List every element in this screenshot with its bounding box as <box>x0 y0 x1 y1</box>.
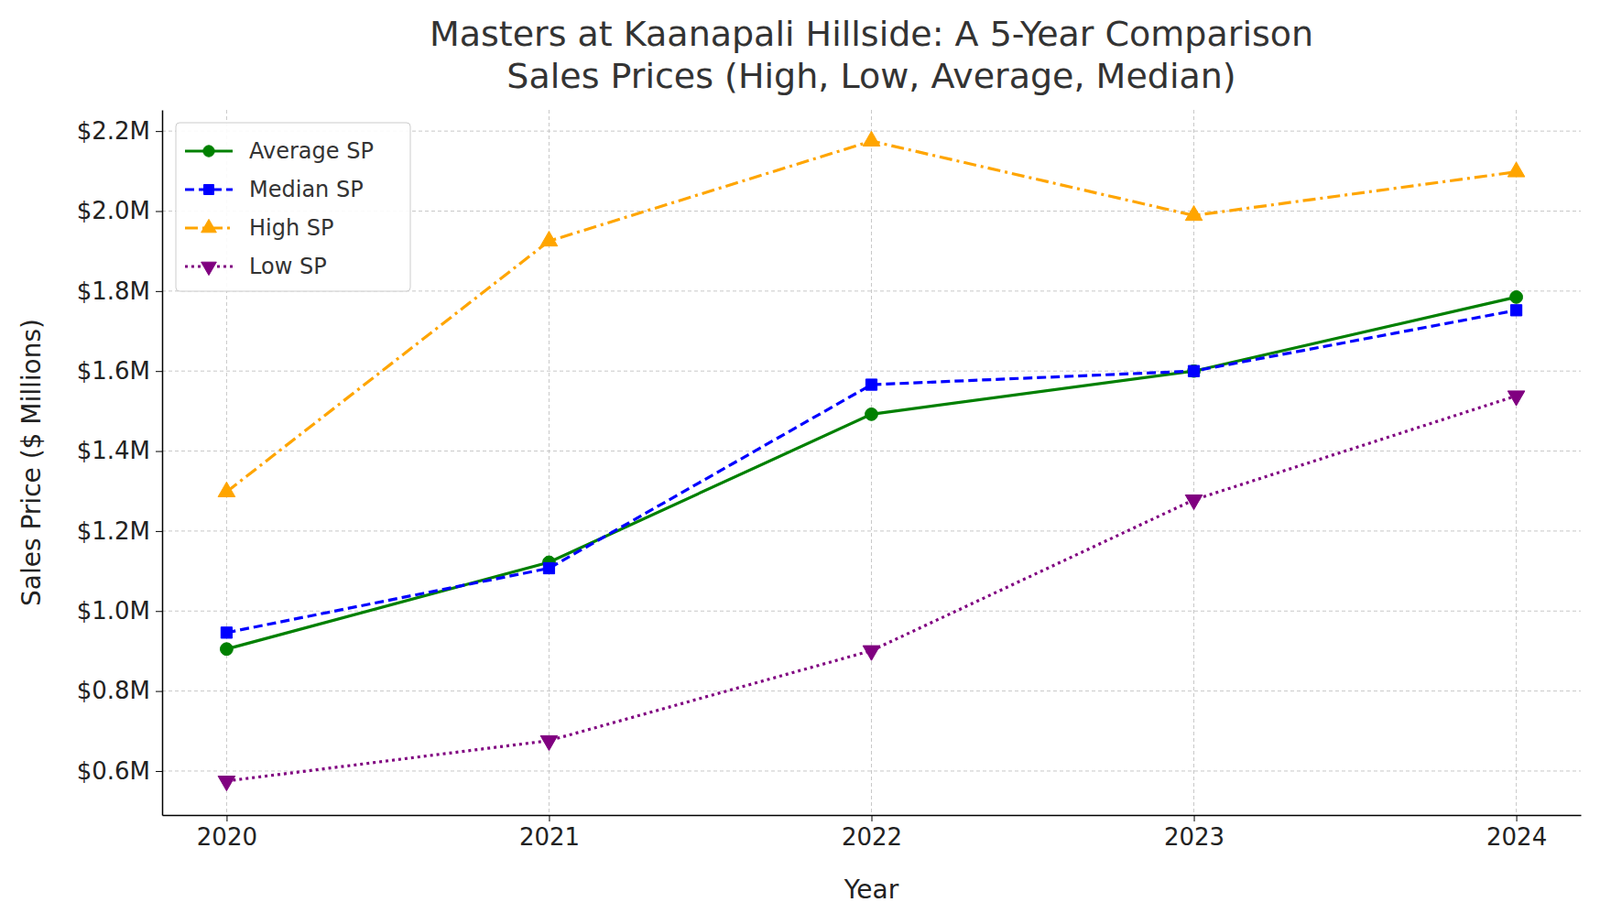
series-line <box>226 310 1516 633</box>
series-line <box>226 141 1516 492</box>
grid-line-y <box>162 690 1581 692</box>
x-tick: 2022 <box>841 815 903 851</box>
legend-entry: Average SP <box>185 138 374 164</box>
y-tick-mark <box>155 610 163 612</box>
y-tick-mark <box>155 771 163 773</box>
grid-line-x <box>1515 109 1517 816</box>
y-tick-label: $1.0M <box>76 597 151 625</box>
x-tick-label: 2022 <box>841 823 903 851</box>
series-marker <box>1185 206 1203 221</box>
y-tick-label: $1.6M <box>76 357 151 385</box>
series-marker <box>543 562 555 574</box>
series-marker <box>217 481 236 497</box>
x-tick-label: 2020 <box>196 823 258 851</box>
x-tick-label: 2023 <box>1164 823 1225 851</box>
y-tick: $1.8M <box>76 277 163 305</box>
title: Masters at Kaanapali Hillside: A 5-Year … <box>429 13 1314 97</box>
x-tick-mark <box>226 815 228 822</box>
plot-area: $0.6M $0.8M $1.0M $1.2M $1.4M $1.6M $1.8M $2.0M… <box>76 109 1582 851</box>
series-marker <box>1187 365 1199 377</box>
legend-label: Median SP <box>249 176 364 203</box>
y-axis-line <box>162 110 164 817</box>
y-tick: $2.2M <box>76 117 163 145</box>
series-marker <box>217 776 236 792</box>
legend-label: High SP <box>249 215 335 241</box>
legend-box <box>175 122 411 292</box>
grid-line-y <box>162 370 1581 372</box>
x-tick-label: 2024 <box>1486 823 1547 851</box>
series-marker <box>865 407 879 421</box>
series-line <box>226 296 1516 649</box>
series-marker <box>865 379 877 391</box>
x-tick-mark <box>871 815 873 822</box>
x-tick-mark <box>548 815 550 822</box>
legend-marker <box>203 145 215 157</box>
y-tick: $1.0M <box>76 597 163 625</box>
y-tick-label: $1.4M <box>76 436 151 465</box>
legend-marker <box>204 185 215 196</box>
y-tick-mark <box>155 291 163 293</box>
grid-line-y <box>162 530 1581 532</box>
x-axis: 2020 2021 2022 2023 2024 <box>163 815 1582 851</box>
y-tick-mark <box>155 210 163 212</box>
series-marker <box>1510 290 1524 304</box>
x-axis-title: Year <box>843 874 900 905</box>
series-marker <box>540 231 558 247</box>
x-tick: 2024 <box>1486 815 1547 851</box>
series-marker <box>1185 494 1203 510</box>
y-tick-label: $2.2M <box>76 117 151 145</box>
y-tick: $2.0M <box>76 196 163 225</box>
series-marker <box>1510 304 1522 316</box>
series-marker <box>1187 364 1201 378</box>
y-tick: $0.6M <box>76 757 163 785</box>
y-tick-label: $2.0M <box>76 196 151 225</box>
y-tick-label: $0.8M <box>76 676 151 705</box>
data-marks <box>217 130 1525 791</box>
legend-label: Low SP <box>249 253 327 280</box>
series-line <box>226 395 1516 782</box>
grid-line-x <box>548 109 550 816</box>
y-tick-label: $1.8M <box>76 277 151 305</box>
y-tick-mark <box>155 130 163 132</box>
y-tick: $1.2M <box>76 517 163 545</box>
x-tick: 2021 <box>519 815 580 851</box>
legend-marker <box>201 218 218 232</box>
y-tick: $1.6M <box>76 357 163 385</box>
x-tick: 2020 <box>196 815 258 851</box>
y-tick-mark <box>155 691 163 693</box>
y-axis-title: Sales Price ($ Millions) <box>16 318 47 607</box>
x-tick-label: 2021 <box>519 823 580 851</box>
y-tick-mark <box>155 370 163 372</box>
x-tick-mark <box>1516 815 1518 822</box>
y-tick-label: $0.6M <box>76 757 151 785</box>
series-marker <box>540 735 558 751</box>
series-marker <box>862 645 881 661</box>
y-tick-label: $1.2M <box>76 517 151 545</box>
y-tick-mark <box>155 531 163 533</box>
chart: Masters at Kaanapali Hillside: A 5-Year … <box>0 0 1600 913</box>
legend-entry: High SP <box>185 215 335 241</box>
legend-marker <box>201 261 218 275</box>
grid <box>162 109 1581 816</box>
series-marker <box>220 627 232 639</box>
y-tick: $0.8M <box>76 676 163 705</box>
legend-entry: Low SP <box>185 253 327 280</box>
y-tick: $1.4M <box>76 436 163 465</box>
legend-label: Average SP <box>249 138 374 164</box>
x-tick-mark <box>1194 815 1196 822</box>
y-tick-mark <box>155 451 163 453</box>
legend: Average SP Median SP High SP Low SP <box>175 122 411 292</box>
series-marker <box>1507 162 1525 177</box>
y-axis: $0.6M $0.8M $1.0M $1.2M $1.4M $1.6M $1.8M $2.0M… <box>76 110 164 817</box>
grid-line-x <box>870 109 872 816</box>
x-tick: 2023 <box>1164 815 1225 851</box>
legend-entry: Median SP <box>185 176 364 203</box>
series-marker <box>1507 391 1525 406</box>
series-marker <box>219 642 233 656</box>
series-marker <box>862 130 881 146</box>
